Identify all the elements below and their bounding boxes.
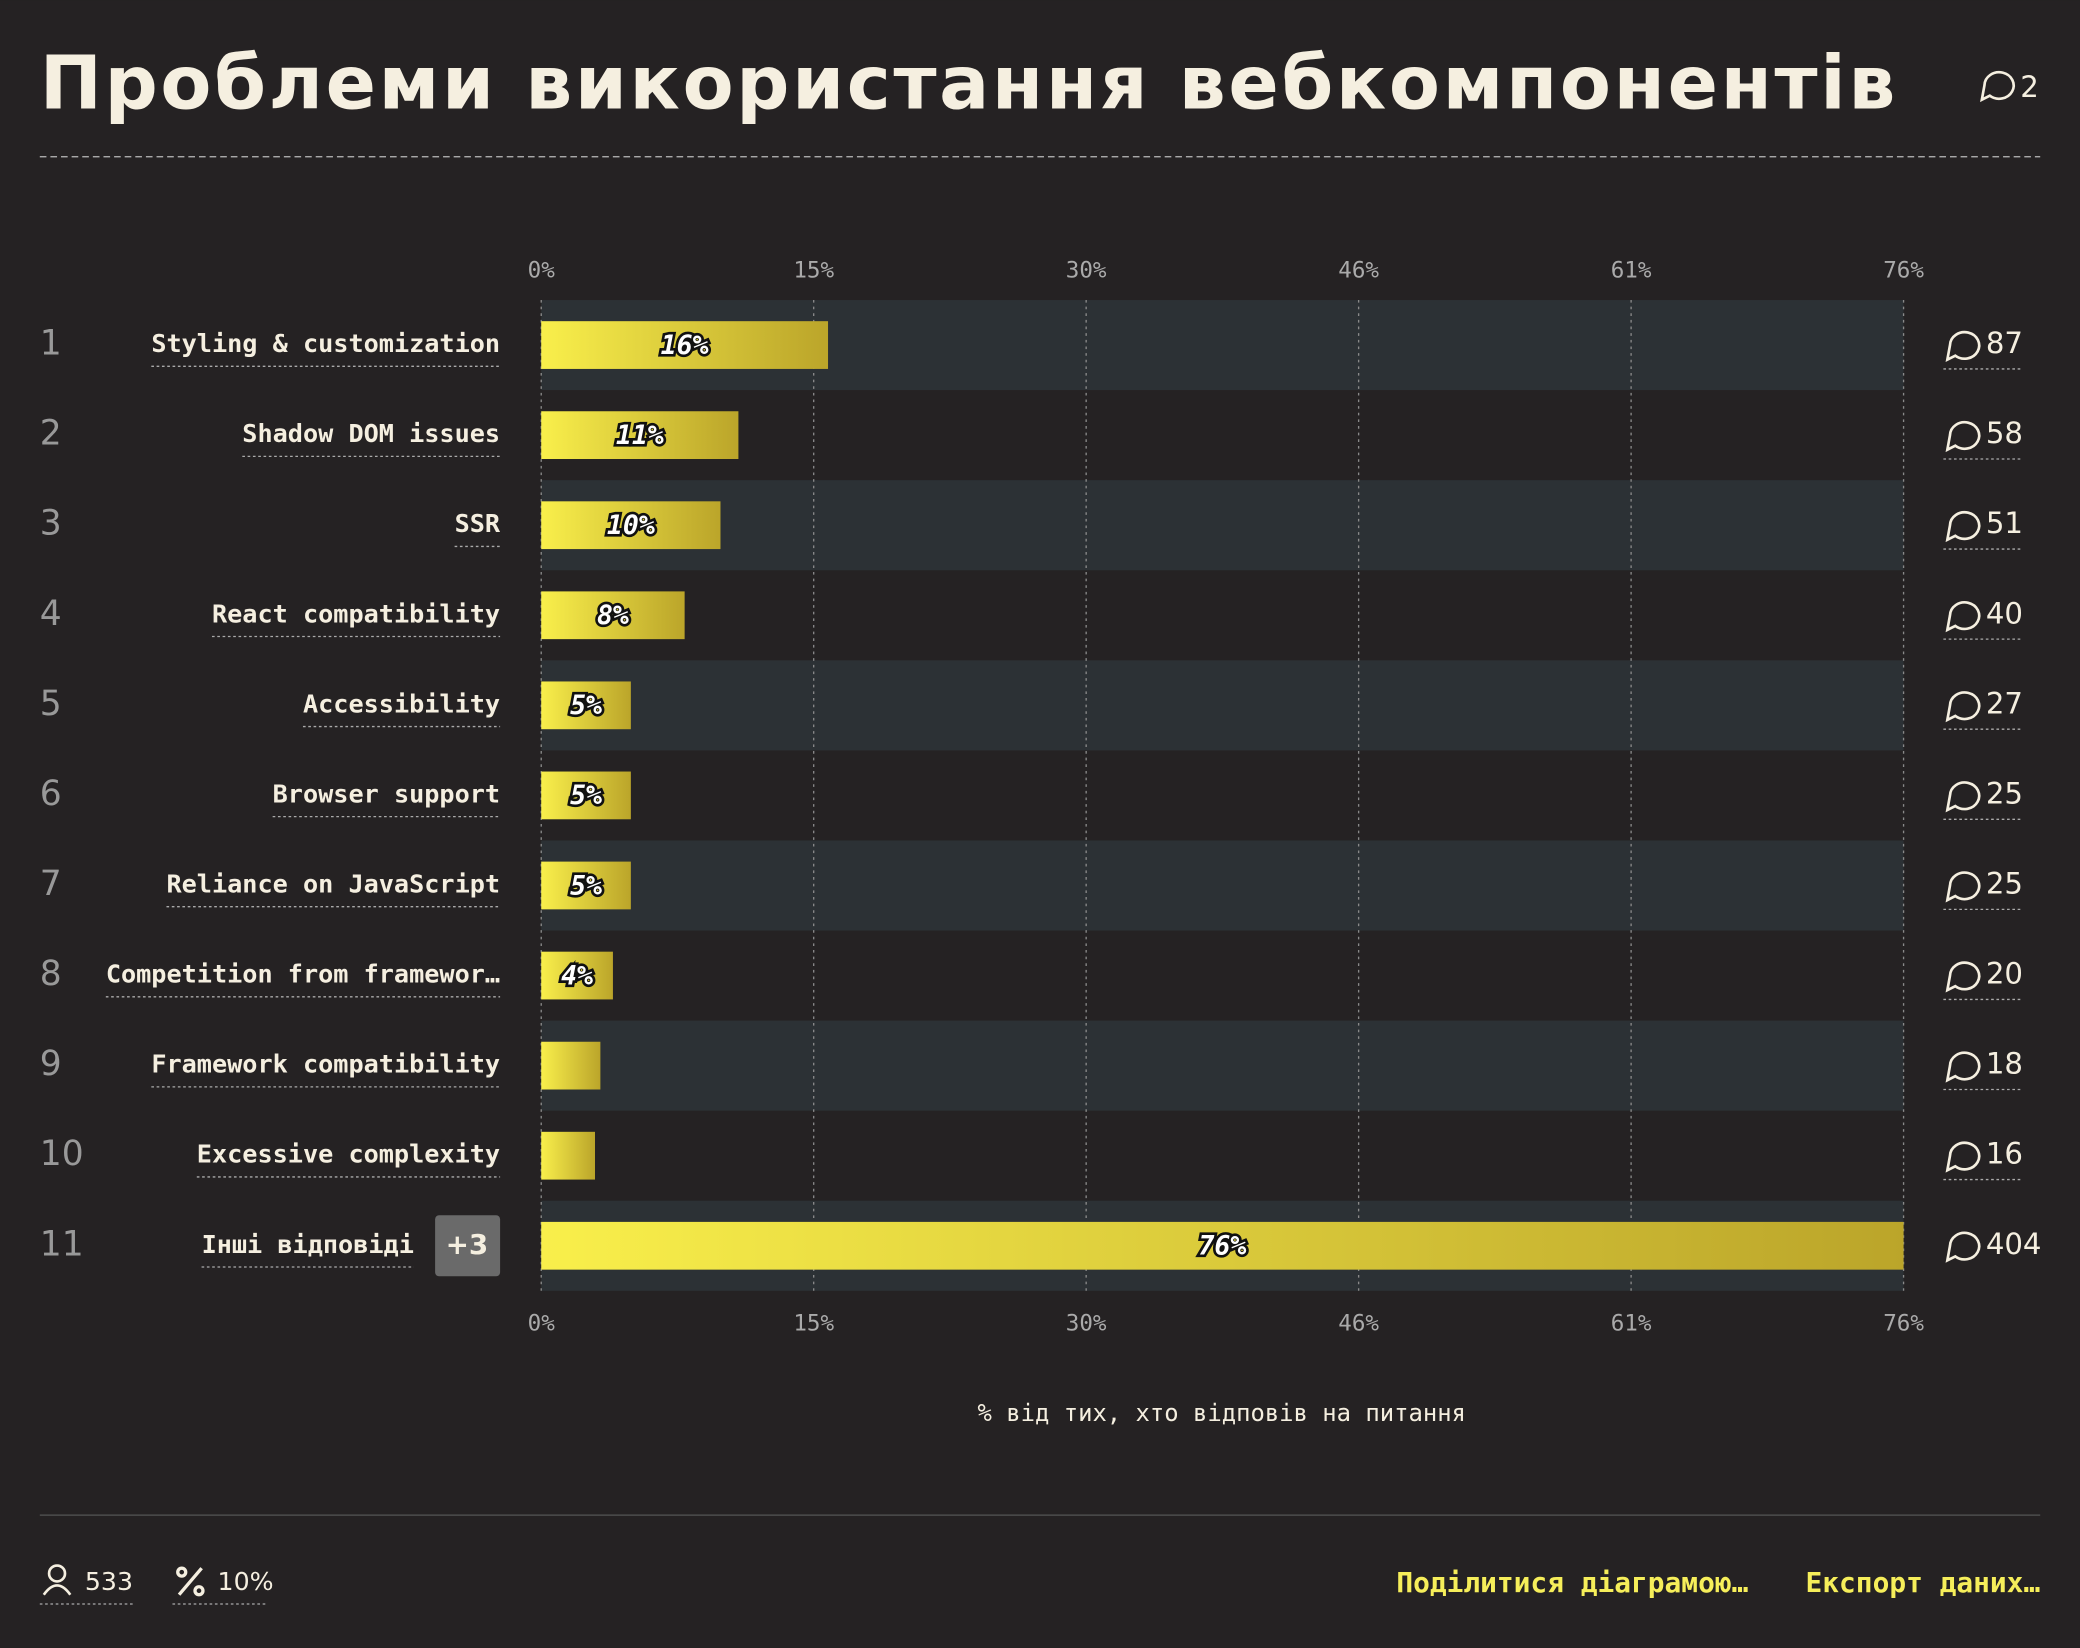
- value-label: 4%: [561, 960, 593, 991]
- value-label: 5%: [570, 690, 602, 721]
- rank: 5: [40, 684, 62, 724]
- comment-count[interactable]: 404: [1986, 1227, 2042, 1261]
- comment-count[interactable]: 58: [1986, 416, 2023, 450]
- rank: 4: [40, 594, 62, 634]
- x-tick-label: 30%: [1066, 257, 1107, 283]
- value-label: 11%: [616, 420, 664, 451]
- comment-count[interactable]: 40: [1986, 596, 2023, 630]
- category-label[interactable]: Reliance on JavaScript: [166, 869, 500, 898]
- rank: 9: [40, 1044, 62, 1084]
- category-label[interactable]: Framework compatibility: [151, 1050, 500, 1079]
- badge[interactable]: [435, 1215, 501, 1277]
- bar: [541, 591, 685, 640]
- percent-icon: [176, 1566, 205, 1597]
- comment-count[interactable]: 18: [1986, 1047, 2023, 1081]
- export-button[interactable]: Експорт даних…: [1806, 1566, 2041, 1599]
- rank: 8: [40, 954, 62, 994]
- bar: [541, 411, 739, 460]
- value-label: 16%: [661, 330, 709, 361]
- respondents[interactable]: 533: [85, 1567, 133, 1596]
- comment-icon: [1945, 961, 1981, 993]
- category-label[interactable]: Browser support: [273, 779, 500, 808]
- bar: [541, 681, 631, 730]
- chart-title: Проблеми використання вебкомпонентів: [40, 39, 1898, 126]
- bar: [541, 321, 829, 369]
- value-label: 76%: [1198, 1231, 1246, 1262]
- row-band: [541, 840, 1904, 931]
- x-tick-label: 61%: [1611, 1311, 1652, 1337]
- share-button[interactable]: Поділитися діаграмою…: [1396, 1566, 1748, 1599]
- comment-count[interactable]: 27: [1986, 686, 2023, 720]
- bar: [541, 501, 721, 550]
- x-tick-label: 30%: [1066, 1311, 1107, 1337]
- comment-icon[interactable]: [1980, 70, 2015, 103]
- rank: 10: [40, 1134, 84, 1174]
- category-label[interactable]: Styling & customization: [151, 329, 500, 358]
- comment-count[interactable]: 87: [1986, 326, 2023, 360]
- comment-count[interactable]: 51: [1986, 506, 2023, 540]
- category-label[interactable]: Інші відповіді: [202, 1230, 414, 1259]
- comment-icon: [1945, 1141, 1981, 1173]
- x-tick-label: 46%: [1338, 257, 1379, 283]
- x-tick-label: 0%: [528, 257, 556, 283]
- bar: [541, 1131, 596, 1180]
- row-band: [541, 480, 1904, 571]
- x-tick-label: 15%: [793, 257, 834, 283]
- comment-icon: [1945, 1051, 1981, 1083]
- bar: [541, 771, 631, 820]
- category-label[interactable]: Competition from framewor…: [106, 960, 500, 989]
- x-tick-label: 76%: [1883, 257, 1924, 283]
- header-comments[interactable]: 2: [2020, 70, 2039, 104]
- comment-icon: [1945, 330, 1981, 363]
- x-axis-label: % від тих, хто відповів на питання: [978, 1399, 1466, 1427]
- category-label[interactable]: SSR: [455, 509, 501, 538]
- comment-icon: [1945, 601, 1981, 633]
- value-label: 10%: [607, 510, 655, 541]
- x-tick-label: 46%: [1338, 1311, 1379, 1337]
- bar: [541, 1221, 1904, 1270]
- category-label[interactable]: React compatibility: [212, 599, 500, 628]
- rank: 1: [40, 324, 62, 364]
- comment-icon: [1945, 691, 1981, 723]
- comment-count[interactable]: 16: [1986, 1137, 2023, 1171]
- category-label[interactable]: Shadow DOM issues: [242, 419, 500, 448]
- value-label: 8%: [597, 600, 629, 631]
- row-band: [541, 660, 1904, 751]
- x-tick-label: 15%: [793, 1311, 834, 1337]
- comment-count[interactable]: 20: [1986, 957, 2023, 991]
- rank: 2: [40, 414, 62, 454]
- bar: [541, 951, 613, 1000]
- comment-icon: [1945, 420, 1981, 453]
- value-label: 5%: [570, 780, 602, 811]
- percent[interactable]: 10%: [218, 1567, 274, 1596]
- rank: 6: [40, 774, 62, 814]
- comment-icon: [1945, 871, 1981, 903]
- rank: 3: [40, 504, 62, 544]
- comment-count[interactable]: 25: [1986, 866, 2023, 900]
- comment-icon: [1945, 510, 1981, 543]
- badge-label[interactable]: +3: [446, 1228, 489, 1261]
- comment-icon: [1945, 1231, 1981, 1263]
- rank: 7: [40, 864, 62, 904]
- rank: 11: [40, 1224, 84, 1264]
- value-label: 5%: [570, 870, 602, 901]
- respondents-icon: [42, 1564, 72, 1596]
- bar: [541, 861, 631, 910]
- x-tick-label: 76%: [1883, 1311, 1924, 1337]
- category-label[interactable]: Excessive complexity: [197, 1140, 500, 1169]
- comment-icon: [1945, 781, 1981, 813]
- bar: [541, 1041, 601, 1090]
- row-band: [541, 1020, 1904, 1111]
- x-tick-label: 61%: [1611, 257, 1652, 283]
- comment-count[interactable]: 25: [1986, 776, 2023, 810]
- x-tick-label: 0%: [528, 1311, 556, 1337]
- category-label[interactable]: Accessibility: [303, 689, 500, 718]
